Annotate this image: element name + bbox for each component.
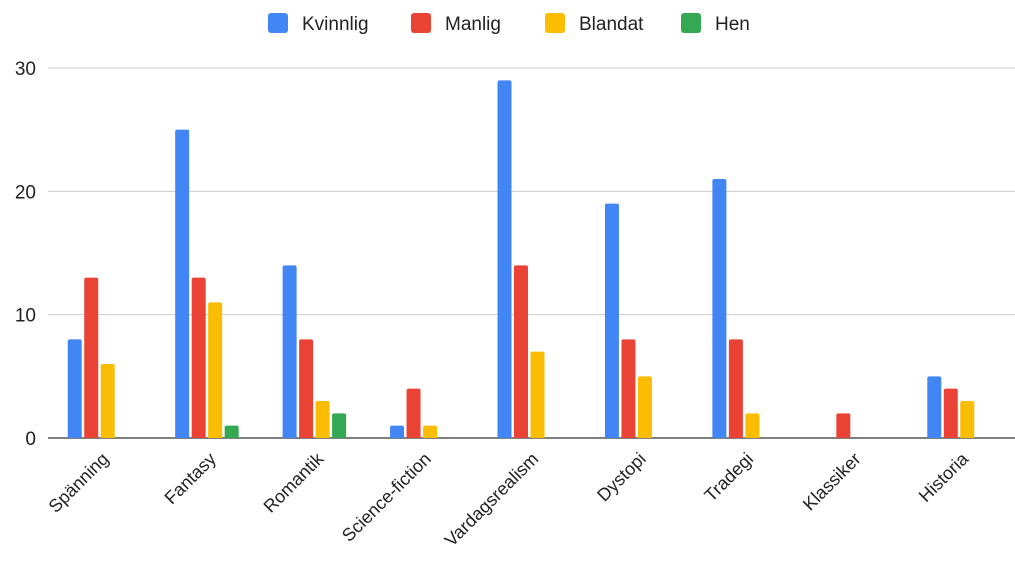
y-tick-label: 20: [15, 182, 36, 203]
x-tick-label: Science-fiction: [338, 449, 435, 546]
bar-kvinnlig-fantasy: [175, 129, 190, 438]
bar-blandat-vardagsrealism: [530, 351, 545, 438]
legend-item-hen: Hen: [681, 13, 750, 35]
x-tick-label: Spänning: [45, 449, 113, 517]
bar-kvinnlig-historia: [927, 376, 942, 438]
bar-kvinnlig-vardagsrealism: [497, 80, 512, 438]
bar-kvinnlig-romantik: [282, 265, 297, 438]
x-axis-labels: Spänning Fantasy Romantik Science-fiction Va…: [45, 448, 973, 550]
y-tick-label: 10: [15, 306, 36, 327]
bars: [67, 80, 975, 438]
x-tick-label: Tradegi: [700, 449, 757, 506]
bar-manlig-science-fiction: [406, 388, 421, 438]
legend-label: Blandat: [579, 14, 644, 35]
legend-label: Kvinnlig: [302, 14, 369, 35]
bar-blandat-romantik: [315, 401, 330, 438]
legend-item-kvinnlig: Kvinnlig: [268, 13, 369, 35]
bar-blandat-spanning: [100, 364, 115, 438]
x-tick-label: Historia: [915, 448, 973, 506]
bar-manlig-dystopi: [621, 339, 636, 438]
legend-swatch: [545, 13, 565, 33]
legend-swatch: [411, 13, 431, 33]
x-tick-label: Dystopi: [593, 449, 650, 506]
bar-manlig-vardagsrealism: [514, 265, 528, 438]
bar-kvinnlig-dystopi: [604, 203, 619, 438]
bar-manlig-romantik: [299, 339, 314, 438]
bar-blandat-historia: [960, 401, 975, 438]
legend-swatch: [681, 13, 701, 33]
bar-manlig-historia: [943, 388, 958, 438]
bar-hen-romantik: [332, 413, 347, 438]
bar-hen-fantasy: [224, 425, 239, 438]
x-tick-label: Romantik: [260, 448, 329, 517]
bar-blandat-dystopi: [637, 376, 652, 438]
bar-manlig-fantasy: [191, 277, 206, 438]
bar-manlig-spanning: [84, 277, 99, 438]
bar-kvinnlig-spanning: [67, 339, 82, 438]
legend-item-blandat: Blandat: [545, 13, 644, 35]
bar-kvinnlig-science-fiction: [390, 425, 405, 438]
legend-label: Manlig: [445, 14, 501, 35]
bar-manlig-tradegi: [728, 339, 743, 438]
x-tick-label: Klassiker: [799, 449, 865, 515]
bar-manlig-klassiker: [836, 413, 851, 438]
bar-blandat-science-fiction: [423, 425, 438, 438]
bar-blandat-tradegi: [745, 413, 760, 438]
y-tick-label: 0: [25, 429, 36, 450]
x-tick-label: Fantasy: [161, 449, 220, 508]
bar-blandat-fantasy: [208, 302, 223, 438]
x-tick-label: Vardagsrealism: [441, 449, 543, 551]
legend-item-manlig: Manlig: [411, 13, 501, 35]
y-tick-label: 30: [15, 59, 36, 80]
bar-kvinnlig-tradegi: [712, 179, 727, 438]
legend-swatch: [268, 13, 288, 33]
legend-label: Hen: [715, 14, 750, 35]
legend: Kvinnlig Manlig Blandat Hen: [268, 13, 750, 35]
